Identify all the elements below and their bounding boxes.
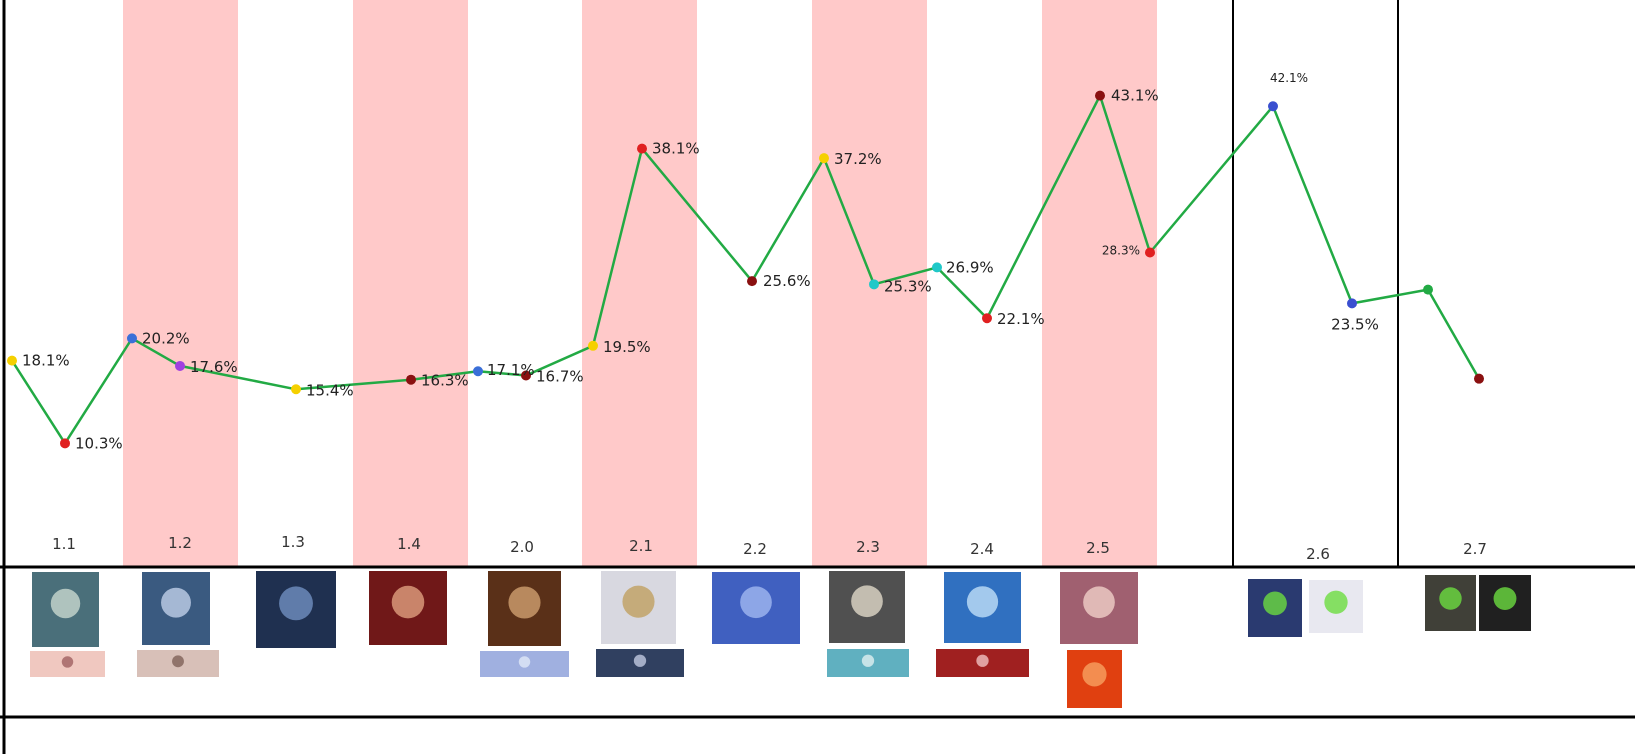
data-label: 20.2% [142, 329, 190, 347]
data-label: 25.6% [763, 272, 811, 290]
portrait-face [851, 585, 883, 618]
data-label: 15.4% [306, 381, 354, 399]
category-label: 2.1 [629, 537, 653, 555]
alt-version-band [353, 0, 468, 567]
alt-version-band [582, 0, 697, 567]
category-label: 2.2 [743, 540, 767, 558]
data-point [1474, 373, 1484, 384]
data-point [60, 438, 70, 449]
portrait-face [1082, 662, 1107, 687]
data-point [127, 333, 137, 344]
portrait-face [161, 587, 191, 618]
portrait-face [391, 585, 425, 619]
data-point [1145, 247, 1155, 258]
portrait-face [1263, 591, 1287, 616]
portrait-face [508, 586, 541, 619]
data-label: 19.5% [603, 338, 651, 356]
category-label: 2.4 [970, 540, 994, 558]
category-label: 1.1 [52, 535, 76, 553]
portrait-face [976, 654, 989, 667]
data-point [473, 366, 483, 377]
portrait-face [172, 655, 184, 668]
data-label: 18.1% [22, 352, 70, 370]
portrait-face [1324, 590, 1348, 614]
portrait-face [622, 585, 655, 618]
category-label: 1.4 [397, 535, 421, 553]
data-label: 22.1% [997, 310, 1045, 328]
data-point [175, 360, 185, 371]
portrait-face [1083, 586, 1115, 619]
portrait-face [50, 588, 81, 619]
data-point [869, 279, 879, 290]
data-point [1268, 101, 1278, 112]
data-label: 25.3% [884, 277, 932, 295]
category-label: 1.3 [281, 533, 305, 551]
data-label: 16.7% [536, 367, 584, 385]
portrait-face [633, 654, 647, 667]
category-label: 2.6 [1306, 545, 1330, 563]
data-label: 16.3% [421, 372, 469, 390]
alt-version-band [1042, 0, 1157, 567]
data-point [588, 340, 598, 351]
data-point [1423, 284, 1433, 295]
portrait-face [61, 656, 74, 668]
portrait-face [1439, 587, 1462, 610]
category-label: 1.2 [168, 534, 192, 552]
data-point [291, 384, 301, 395]
category-label: 2.5 [1086, 539, 1110, 557]
data-point [747, 276, 757, 287]
data-point [1347, 298, 1357, 309]
data-label: 38.1% [652, 140, 700, 158]
data-label: 26.9% [946, 258, 994, 276]
category-label: 2.7 [1463, 540, 1487, 558]
data-point [932, 262, 942, 273]
portrait-face [1493, 587, 1517, 610]
data-label: 42.1% [1270, 71, 1308, 85]
data-point [637, 143, 647, 154]
category-label: 2.3 [856, 538, 880, 556]
data-label: 28.3% [1102, 244, 1140, 258]
data-label: 10.3% [75, 434, 123, 452]
portrait-face [966, 586, 999, 618]
portrait-face [518, 656, 531, 668]
portrait-face [279, 586, 313, 621]
data-label: 43.1% [1111, 87, 1159, 105]
data-point [406, 374, 416, 385]
data-label: 17.6% [190, 358, 238, 376]
data-label: 23.5% [1331, 315, 1379, 333]
portrait-face [861, 654, 875, 667]
portrait-face [740, 586, 772, 619]
category-label: 2.0 [510, 538, 534, 556]
data-point [521, 370, 531, 381]
data-point [1095, 90, 1105, 101]
data-point [982, 313, 992, 324]
data-point [7, 355, 17, 366]
data-point [819, 153, 829, 164]
data-label: 37.2% [834, 150, 882, 168]
data-label: 17.1% [487, 361, 535, 379]
alt-version-band [123, 0, 238, 567]
